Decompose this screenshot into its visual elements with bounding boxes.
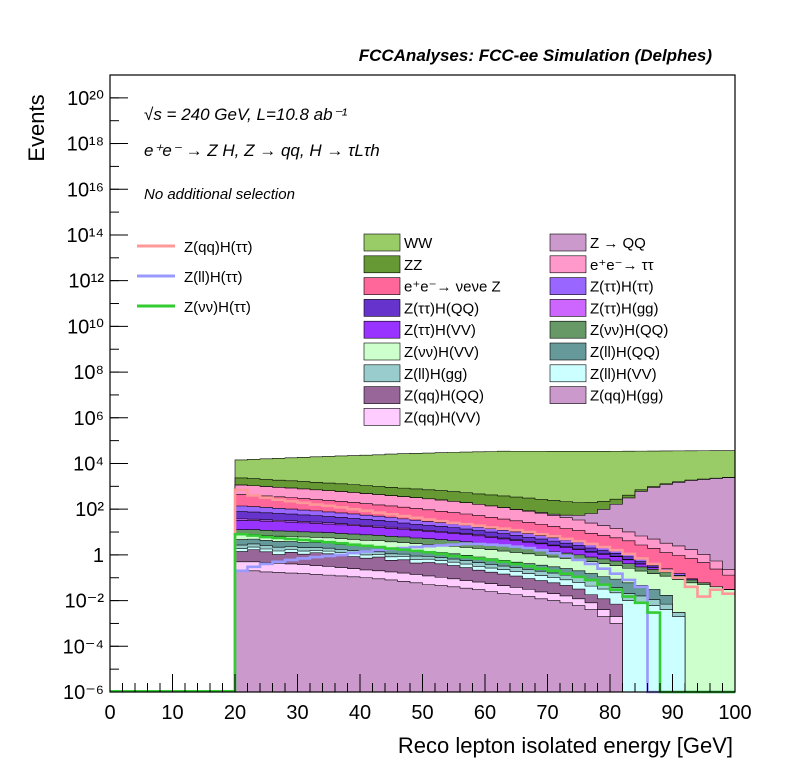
- legend-swatch-z-ll-h-gg: [363, 364, 401, 383]
- signal-lines: [233, 488, 735, 694]
- y-tick-label: 10²: [75, 499, 104, 521]
- y-tick-label: 10⁶: [74, 408, 104, 430]
- x-tick-label: 0: [104, 702, 115, 724]
- legend-label-z-qq-h-vv: Z(qq)H(VV): [404, 409, 481, 426]
- legend-label-z-h: Z(νν)H(ττ): [184, 299, 251, 316]
- legend: Z(qq)H(ττ) Z(ll)H(ττ) Z(νν)H(ττ) WW ZZ e⁺e⁻→ …: [137, 233, 668, 426]
- legend-label-e-e: e⁺e⁻→ ττ: [590, 257, 654, 274]
- legend-label-z-ll-h: Z(ll)H(ττ): [184, 269, 243, 286]
- header: FCCAnalyses: FCC-ee Simulation (Delphes): [359, 46, 713, 65]
- legend-label-z-ll-h-gg: Z(ll)H(gg): [404, 366, 467, 383]
- legend-label-z-h-qq: Z(νν)H(QQ): [590, 322, 668, 339]
- y-tick-label: 10¹⁰: [67, 316, 104, 338]
- legend-swatch-ww: [363, 233, 401, 252]
- legend-swatch-z-h: [549, 277, 587, 295]
- legend-swatch-e-e-e-e-z: [363, 277, 401, 295]
- y-tick-label: 10¹⁴: [67, 225, 105, 247]
- legend-swatch-z-qq: [549, 233, 587, 252]
- legend-swatch-e-e: [549, 255, 587, 274]
- y-axis-label: Events: [24, 94, 49, 161]
- x-tick-label: 80: [599, 702, 621, 724]
- y-tick-label: 10²⁰: [67, 88, 104, 110]
- legend-label-z-h-gg: Z(ττ)H(gg): [590, 300, 659, 317]
- legend-label-e-e-e-e-z: e⁺e⁻→ νeνe Z: [404, 279, 501, 296]
- y-tick-label: 10⁻²: [65, 591, 105, 613]
- x-ticks: 0 10 20 30 40 50 60 70 80 90 100: [104, 674, 752, 724]
- legend-label-z-ll-h-vv: Z(ll)H(VV): [590, 366, 657, 383]
- legend-swatch-z-h-qq: [363, 299, 401, 317]
- y-ticks: 10⁻⁶ 10⁻⁴ 10⁻² 1 10² 10⁴ 10⁶ 10⁸ 10¹⁰ 10¹² 10¹⁴ 10¹…: [63, 74, 128, 704]
- y-tick-label: 10⁴: [73, 453, 104, 475]
- x-tick-label: 10: [161, 702, 183, 724]
- energy-lumi-label: √s = 240 GeV, L=10.8 ab⁻¹: [144, 105, 348, 124]
- legend-label-zz: ZZ: [404, 257, 422, 274]
- y-tick-label: 10¹²: [68, 271, 104, 293]
- stack-z-qq-h-gg: [234, 570, 735, 693]
- legend-label-z-qq-h-gg: Z(qq)H(gg): [590, 388, 663, 405]
- legend-label-z-h-vv: Z(ττ)H(VV): [404, 322, 476, 339]
- x-tick-label: 90: [661, 702, 683, 724]
- x-axis-label: Reco lepton isolated energy [GeV]: [398, 733, 733, 758]
- x-tick-label: 30: [286, 702, 308, 724]
- legend-label-z-h-qq: Z(ττ)H(QQ): [404, 300, 479, 317]
- legend-swatch-z-qq-h-qq: [363, 386, 401, 404]
- x-tick-label: 50: [411, 702, 433, 724]
- legend-swatch-z-qq-h-gg: [549, 386, 587, 404]
- process-label: e⁺e⁻ → Z H, Z → qq, H → τLτh: [144, 141, 380, 160]
- signal-z-ll-h: [233, 542, 735, 694]
- legend-swatch-z-ll-h-qq: [549, 342, 587, 361]
- x-tick-label: 20: [224, 702, 246, 724]
- y-tick-label: 1: [93, 545, 104, 567]
- legend-swatch-zz: [363, 255, 401, 274]
- legend-label-z-h: Z(ττ)H(ττ): [590, 279, 654, 296]
- y-tick-label: 10⁻⁶: [63, 682, 104, 704]
- signal-z-qq-h: [233, 488, 735, 692]
- legend-label-z-qq: Z → QQ: [590, 235, 646, 252]
- legend-label-z-h-vv: Z(νν)H(VV): [404, 344, 479, 361]
- legend-label-z-qq-h: Z(qq)H(ττ): [184, 239, 253, 256]
- legend-label-z-qq-h-qq: Z(qq)H(QQ): [404, 388, 484, 405]
- x-tick-label: 60: [474, 702, 496, 724]
- legend-label-ww: WW: [404, 235, 433, 252]
- y-tick-label: 10¹⁶: [67, 179, 104, 201]
- legend-swatch-z-ll-h-vv: [549, 364, 587, 383]
- y-tick-label: 10⁻⁴: [63, 636, 104, 658]
- x-tick-label: 70: [536, 702, 558, 724]
- legend-swatch-z-h-vv: [363, 320, 401, 339]
- y-tick-label: 10¹⁸: [67, 134, 104, 156]
- legend-swatch-z-qq-h-vv: [363, 408, 401, 426]
- selection-label: No additional selection: [144, 186, 295, 203]
- x-tick-label: 100: [718, 702, 751, 724]
- legend-swatch-z-h-qq: [549, 320, 587, 339]
- legend-swatch-z-h-gg: [549, 299, 587, 317]
- y-tick-label: 10⁸: [73, 362, 104, 384]
- x-tick-label: 40: [349, 702, 371, 724]
- legend-swatch-z-h-vv: [363, 342, 401, 361]
- legend-label-z-ll-h-qq: Z(ll)H(QQ): [590, 344, 660, 361]
- signal-z-h: [233, 532, 735, 694]
